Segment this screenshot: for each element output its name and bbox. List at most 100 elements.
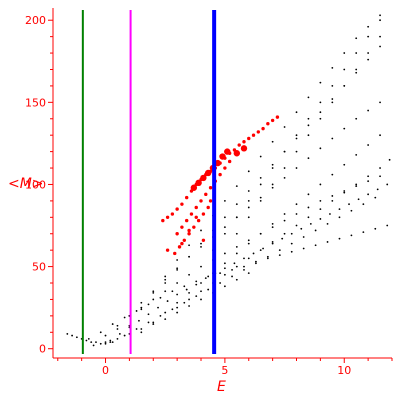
data-point bbox=[235, 278, 238, 281]
data-point bbox=[152, 323, 155, 325]
data-point bbox=[271, 163, 274, 166]
data-point bbox=[331, 101, 334, 104]
data-point bbox=[164, 278, 167, 281]
data-point bbox=[240, 145, 248, 152]
data-point bbox=[362, 203, 365, 206]
y-tick-label: 50 bbox=[32, 261, 46, 274]
data-point bbox=[135, 310, 138, 312]
data-point bbox=[233, 262, 236, 265]
data-point bbox=[183, 285, 186, 288]
data-point bbox=[123, 334, 126, 337]
data-point bbox=[75, 336, 78, 339]
data-point bbox=[223, 267, 226, 270]
data-point bbox=[223, 166, 227, 170]
data-point bbox=[266, 121, 270, 126]
data-point bbox=[207, 288, 210, 291]
data-point bbox=[140, 306, 143, 309]
x-tick-label: 5 bbox=[221, 364, 228, 377]
data-point bbox=[275, 115, 280, 119]
data-point bbox=[223, 226, 226, 229]
data-point bbox=[302, 236, 305, 238]
data-point bbox=[367, 193, 370, 196]
data-point bbox=[247, 136, 251, 141]
data-point bbox=[116, 337, 119, 340]
data-point bbox=[386, 224, 389, 227]
data-point bbox=[219, 282, 222, 284]
data-point bbox=[350, 209, 353, 212]
data-point bbox=[388, 158, 391, 161]
data-point bbox=[307, 134, 310, 137]
data-point bbox=[200, 290, 202, 293]
data-point bbox=[319, 199, 322, 202]
data-point bbox=[208, 199, 213, 203]
data-point bbox=[219, 153, 226, 160]
data-point bbox=[204, 277, 207, 279]
data-point bbox=[242, 140, 246, 144]
data-point bbox=[207, 275, 210, 278]
data-point bbox=[259, 199, 262, 202]
data-point bbox=[147, 321, 150, 324]
data-point bbox=[355, 37, 358, 40]
data-point bbox=[343, 52, 346, 54]
data-point bbox=[374, 227, 377, 230]
data-point bbox=[235, 232, 238, 235]
data-point bbox=[255, 262, 257, 265]
data-point bbox=[331, 137, 334, 140]
data-point bbox=[171, 290, 174, 293]
data-point bbox=[138, 319, 140, 322]
data-point bbox=[295, 224, 298, 227]
data-point bbox=[319, 218, 322, 220]
data-point bbox=[227, 159, 232, 164]
data-point bbox=[331, 66, 334, 69]
data-point bbox=[204, 169, 212, 177]
x-axis-label: E bbox=[217, 379, 226, 395]
data-point bbox=[185, 288, 188, 291]
data-point bbox=[295, 134, 298, 137]
data-point bbox=[247, 239, 250, 242]
data-point bbox=[259, 183, 262, 186]
data-point bbox=[355, 71, 358, 74]
data-point bbox=[319, 208, 322, 211]
data-point bbox=[166, 300, 169, 302]
data-point bbox=[319, 117, 322, 120]
data-point bbox=[147, 303, 150, 306]
data-point bbox=[184, 195, 189, 200]
data-point bbox=[302, 247, 305, 250]
data-point bbox=[343, 191, 346, 194]
data-point bbox=[331, 195, 334, 197]
data-point bbox=[235, 245, 238, 248]
data-point bbox=[92, 344, 95, 347]
data-point bbox=[278, 254, 281, 256]
data-point bbox=[95, 341, 97, 344]
data-point bbox=[235, 185, 238, 188]
data-point bbox=[104, 334, 107, 337]
data-point bbox=[247, 216, 250, 219]
data-point bbox=[350, 234, 353, 237]
data-point bbox=[176, 282, 179, 284]
data-point bbox=[355, 154, 358, 156]
data-point bbox=[283, 150, 286, 153]
data-point bbox=[111, 341, 114, 344]
data-point bbox=[367, 35, 370, 38]
data-point bbox=[338, 208, 341, 211]
data-point bbox=[271, 167, 274, 169]
data-point bbox=[367, 180, 370, 183]
data-point bbox=[188, 305, 190, 307]
data-point bbox=[231, 275, 233, 278]
data-point bbox=[235, 265, 238, 268]
data-point bbox=[271, 241, 274, 243]
data-point bbox=[235, 216, 238, 219]
data-point bbox=[329, 213, 331, 215]
data-point bbox=[343, 163, 346, 166]
data-point bbox=[190, 184, 198, 191]
data-point bbox=[180, 225, 184, 229]
data-point bbox=[219, 272, 222, 275]
data-point bbox=[182, 238, 186, 243]
data-point bbox=[314, 244, 317, 247]
data-point bbox=[87, 337, 90, 340]
data-point bbox=[247, 242, 250, 245]
data-point bbox=[116, 328, 119, 330]
data-point bbox=[188, 244, 190, 247]
